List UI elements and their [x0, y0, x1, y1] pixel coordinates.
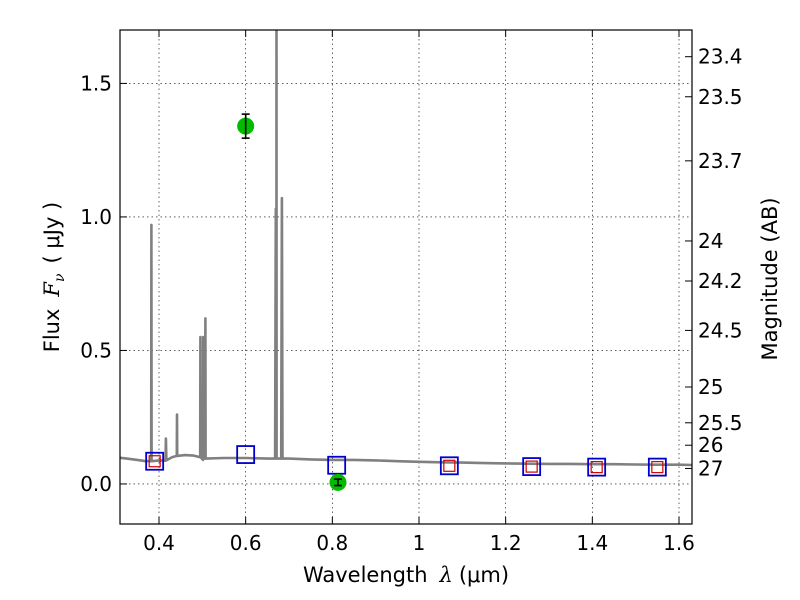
right-axis-label: Magnitude (AB)	[758, 197, 782, 360]
ticks: 0.4 0.6 0.8 1 1.2 1.4 1.6 0.0 0.5 1.0 1.5 23.4 23.5 2…	[80, 30, 742, 555]
right-tick-label: 24.2	[698, 269, 743, 293]
right-tick-label: 24	[698, 229, 723, 253]
plot-area	[120, 25, 692, 465]
right-tick-label: 23.5	[698, 85, 743, 109]
y-tick-label: 1.5	[80, 71, 112, 95]
x-tick-label: 0.6	[230, 531, 262, 555]
x-tick-label: 1.2	[490, 531, 522, 555]
markers	[146, 114, 666, 490]
synthetic-photometry-point	[652, 462, 663, 473]
y-axis-label: FluxFν( μJy )	[40, 202, 68, 352]
right-tick-label: 24.5	[698, 318, 743, 342]
spectrum-line	[120, 25, 692, 465]
right-tick-label: 23.4	[698, 45, 743, 69]
y-tick-label: 1.0	[80, 205, 112, 229]
x-tick-label: 1.6	[663, 531, 695, 555]
x-tick-label: 0.4	[143, 531, 175, 555]
x-tick-label: 1.4	[576, 531, 608, 555]
y-tick-label: 0.5	[80, 338, 112, 362]
right-tick-label: 27	[698, 456, 723, 480]
x-tick-label: 1	[413, 531, 426, 555]
x-tick-label: 0.8	[316, 531, 348, 555]
y-tick-label: 0.0	[80, 472, 112, 496]
right-tick-label: 25	[698, 375, 723, 399]
right-tick-label: 26	[698, 433, 723, 457]
x-axis-label: Wavelength λ (μm)	[303, 563, 509, 587]
right-tick-label: 25.5	[698, 411, 743, 435]
sed-chart: 0.4 0.6 0.8 1 1.2 1.4 1.6 0.0 0.5 1.0 1.5 23.4 23.5 2…	[0, 0, 800, 600]
right-tick-label: 23.7	[698, 149, 743, 173]
